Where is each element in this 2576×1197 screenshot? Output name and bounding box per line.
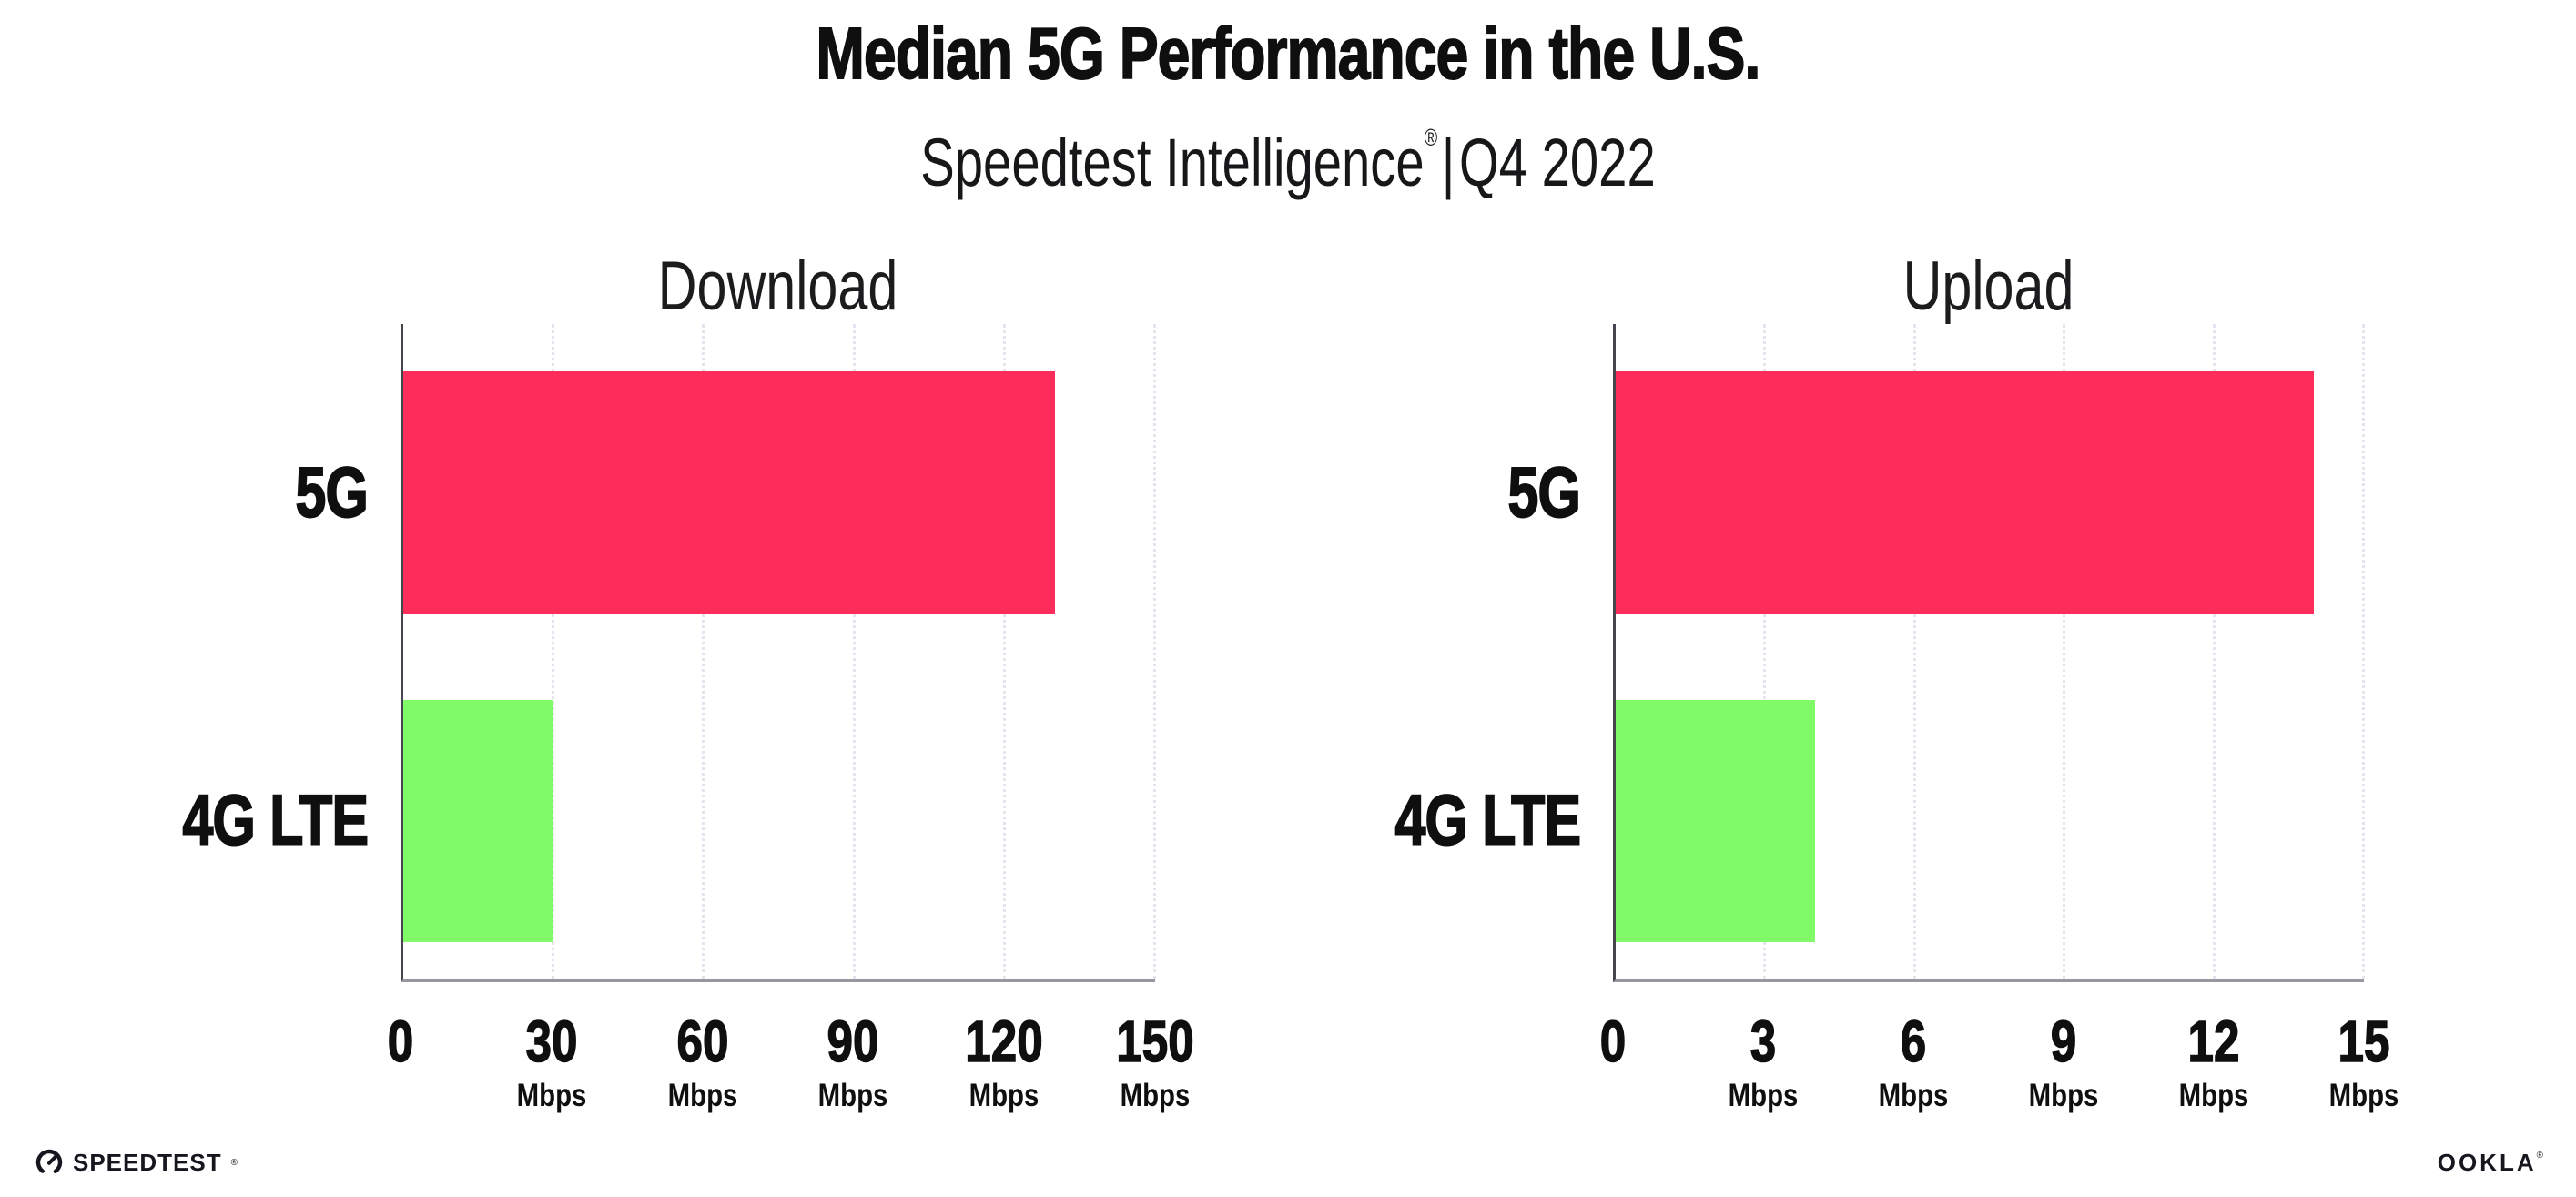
gridline bbox=[2362, 324, 2365, 979]
gridline bbox=[2063, 324, 2066, 979]
gridline bbox=[1763, 324, 1767, 979]
ookla-trademark: ® bbox=[2536, 1151, 2543, 1161]
download-chart: Download 5G 4G LTE 0 bbox=[137, 248, 1194, 1137]
upload-5g-bar bbox=[1616, 371, 2315, 614]
download-4g-lte-bar bbox=[403, 700, 554, 942]
gridline bbox=[1002, 324, 1006, 979]
upload-chart-title: Upload bbox=[1902, 248, 2074, 325]
gridline bbox=[2212, 324, 2216, 979]
upload-4g-lte-bar bbox=[1616, 700, 1816, 942]
download-plot-area bbox=[401, 324, 1156, 982]
x-tick-label: 30 Mbps bbox=[516, 1009, 587, 1113]
download-x-axis-labels: 0 30 Mbps 60 Mbps 90 Mbps 120 Mbps bbox=[387, 982, 1194, 1137]
x-tick-label: 150 Mbps bbox=[1116, 1009, 1195, 1113]
footer: SPEEDTEST ® OOKLA® bbox=[35, 1148, 2543, 1177]
category-label-5g: 5G bbox=[295, 451, 370, 533]
category-label-4g-lte: 4G LTE bbox=[1394, 779, 1581, 861]
x-tick-label: 90 Mbps bbox=[818, 1009, 888, 1113]
charts-row: Download 5G 4G LTE 0 bbox=[0, 249, 2576, 1137]
speedtest-logo: SPEEDTEST ® bbox=[35, 1148, 238, 1177]
page-title: Median 5G Performance in the U.S. bbox=[816, 12, 1761, 95]
upload-chart: Upload 5G 4G LTE 0 bbox=[1356, 248, 2399, 1137]
x-tick-label: 12 Mbps bbox=[2178, 1009, 2249, 1113]
upload-plot-area bbox=[1613, 324, 2365, 982]
chart-header: Median 5G Performance in the U.S. Speedt… bbox=[0, 0, 2576, 204]
download-chart-title: Download bbox=[657, 248, 898, 325]
x-tick-label: 0 bbox=[1599, 1009, 1627, 1074]
x-tick-label: 15 Mbps bbox=[2328, 1009, 2399, 1113]
x-tick-label: 120 Mbps bbox=[965, 1009, 1044, 1113]
speedtest-wordmark: SPEEDTEST bbox=[73, 1148, 222, 1176]
x-tick-label: 60 Mbps bbox=[667, 1009, 737, 1113]
gridline bbox=[552, 324, 555, 979]
category-label-4g-lte: 4G LTE bbox=[181, 779, 369, 861]
x-tick-label: 9 Mbps bbox=[2028, 1009, 2099, 1113]
x-tick-label: 3 Mbps bbox=[1728, 1009, 1799, 1113]
registered-mark: ® bbox=[1424, 124, 1438, 151]
page-subtitle: Speedtest Intelligence®|Q4 2022 bbox=[309, 96, 2267, 204]
ookla-wordmark: OOKLA bbox=[2437, 1149, 2537, 1176]
x-tick-label: 6 Mbps bbox=[1878, 1009, 1949, 1113]
gridline bbox=[702, 324, 705, 979]
category-label-5g: 5G bbox=[1507, 451, 1582, 533]
subtitle-separator: | bbox=[1441, 125, 1455, 200]
gridline bbox=[1912, 324, 1916, 979]
speedtest-trademark: ® bbox=[230, 1157, 238, 1168]
gridline bbox=[1153, 324, 1156, 979]
speedtest-gauge-icon bbox=[35, 1148, 64, 1177]
subtitle-period: Q4 2022 bbox=[1458, 125, 1656, 200]
download-5g-bar bbox=[403, 371, 1055, 614]
upload-x-axis-labels: 0 3 Mbps 6 Mbps 9 Mbps 12 Mbps bbox=[1599, 982, 2399, 1137]
upload-category-axis: 5G 4G LTE bbox=[1356, 324, 1613, 982]
gridline bbox=[852, 324, 856, 979]
x-tick-label: 0 bbox=[387, 1009, 414, 1074]
subtitle-product: Speedtest Intelligence bbox=[920, 125, 1425, 200]
download-category-axis: 5G 4G LTE bbox=[137, 324, 401, 982]
ookla-logo: OOKLA® bbox=[2438, 1149, 2543, 1177]
